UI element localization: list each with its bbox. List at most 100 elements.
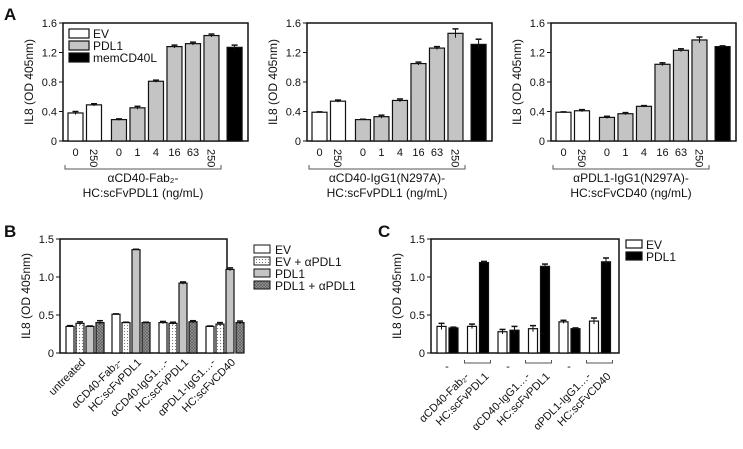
legend-label: PDL1	[646, 250, 676, 264]
y-tick-label: 1.6	[530, 18, 545, 30]
legend-swatch	[625, 251, 643, 261]
bar	[121, 322, 131, 354]
bar	[311, 111, 328, 142]
x-tick-label: 250	[448, 149, 460, 167]
y-tick-label: 0	[48, 348, 54, 360]
x-group-bracket	[64, 165, 222, 170]
bar	[67, 112, 84, 142]
bar	[141, 322, 151, 354]
bar	[410, 62, 427, 142]
y-tick-label: 0.8	[530, 77, 545, 89]
bar	[85, 325, 95, 354]
bar	[617, 113, 634, 142]
bar	[226, 46, 243, 142]
bar	[65, 325, 75, 354]
y-tick-label: 0.5	[39, 310, 54, 322]
x-tick-label: 63	[187, 147, 199, 159]
bar	[555, 111, 572, 142]
x-tick-label: 1	[622, 147, 628, 159]
x-tick-label: 4	[397, 147, 403, 159]
bar	[570, 328, 581, 354]
x-group-mark: -	[506, 361, 510, 373]
x-axis-label-line1: αPDL1-IgG1(N297A)-	[573, 171, 689, 185]
bar	[95, 322, 105, 354]
x-tick-label: 250	[692, 149, 704, 167]
bar	[131, 249, 141, 354]
y-axis-label: IL8 (OD 405nm)	[266, 39, 280, 125]
bar	[188, 321, 198, 354]
x-group-mark: -	[445, 361, 449, 373]
x-tick-label: 0	[316, 147, 322, 159]
bar	[147, 80, 165, 142]
x-tick-label: 0	[560, 147, 566, 159]
legend-swatch	[625, 239, 643, 249]
y-tick-label: 0	[295, 136, 301, 148]
x-tick-label: 4	[153, 147, 159, 159]
x-tick-label: 63	[431, 147, 443, 159]
legend-label: EV	[93, 27, 109, 41]
y-tick-label: 1.6	[42, 18, 57, 30]
bar	[527, 328, 539, 354]
x-tick-label: 0	[72, 147, 78, 159]
bar	[588, 320, 600, 354]
bar	[225, 268, 235, 354]
bar	[110, 119, 128, 142]
y-tick-label: 0	[51, 136, 57, 148]
bar	[600, 261, 612, 354]
bar	[598, 116, 616, 142]
legend-swatch	[253, 256, 271, 266]
y-tick-label: 0.4	[42, 107, 57, 119]
bar	[691, 39, 708, 142]
x-axis-label-line1: αCD40-Fab₂-	[108, 171, 179, 185]
bar	[85, 104, 103, 142]
x-group-bracket	[586, 360, 613, 364]
panel-letter-b: B	[4, 222, 16, 241]
plot-frame	[430, 238, 620, 354]
bar	[428, 47, 446, 142]
legend-label: PDL1	[275, 267, 305, 281]
y-tick-label: 1.0	[410, 272, 425, 284]
bar	[448, 327, 459, 354]
x-tick-label: 250	[87, 149, 99, 167]
bar	[203, 34, 220, 142]
x-axis-label-line2: HC:scFvCD40 (ng/mL)	[570, 186, 691, 200]
x-tick-label: 250	[575, 149, 587, 167]
y-tick-label: 0	[419, 348, 425, 360]
y-tick-label: 1.6	[286, 18, 301, 30]
bar	[168, 322, 178, 354]
x-group-mark: -	[567, 361, 571, 373]
bar	[329, 100, 347, 142]
x-group-bracket	[525, 360, 552, 364]
y-tick-label: 1.5	[410, 234, 425, 246]
y-axis-label: IL8 (OD 405nm)	[510, 39, 524, 125]
x-group-bracket	[308, 165, 466, 170]
bar	[478, 261, 490, 354]
x-tick-label: 250	[331, 149, 343, 167]
y-tick-label: 0.8	[286, 77, 301, 89]
legend-label: EV	[646, 238, 662, 252]
y-axis-label: IL8 (OD 405nm)	[22, 39, 36, 125]
legend-label: memCD40L	[93, 51, 157, 65]
x-axis-label-line2: HC:scFvPDL1 (ng/mL)	[327, 186, 448, 200]
bar	[111, 313, 121, 354]
legend-swatch	[68, 52, 90, 63]
y-axis-label: IL8 (OD 405nm)	[19, 253, 33, 339]
y-tick-label: 0.8	[42, 77, 57, 89]
y-tick-label: 0.4	[286, 107, 301, 119]
bar	[539, 265, 551, 354]
bar	[654, 63, 671, 142]
y-tick-label: 1.2	[286, 48, 301, 60]
y-tick-label: 0.5	[410, 310, 425, 322]
x-tick-label: 1	[378, 147, 384, 159]
x-tick-label: 16	[412, 147, 424, 159]
legend-swatch	[68, 28, 90, 39]
y-tick-label: 1.0	[39, 272, 54, 284]
x-tick-label: 0	[360, 147, 366, 159]
x-tick-label: 63	[675, 147, 687, 159]
x-tick-label: 16	[656, 147, 668, 159]
x-tick-label: 1	[134, 147, 140, 159]
bar	[129, 107, 146, 142]
bar	[470, 43, 487, 142]
bar	[436, 325, 447, 354]
